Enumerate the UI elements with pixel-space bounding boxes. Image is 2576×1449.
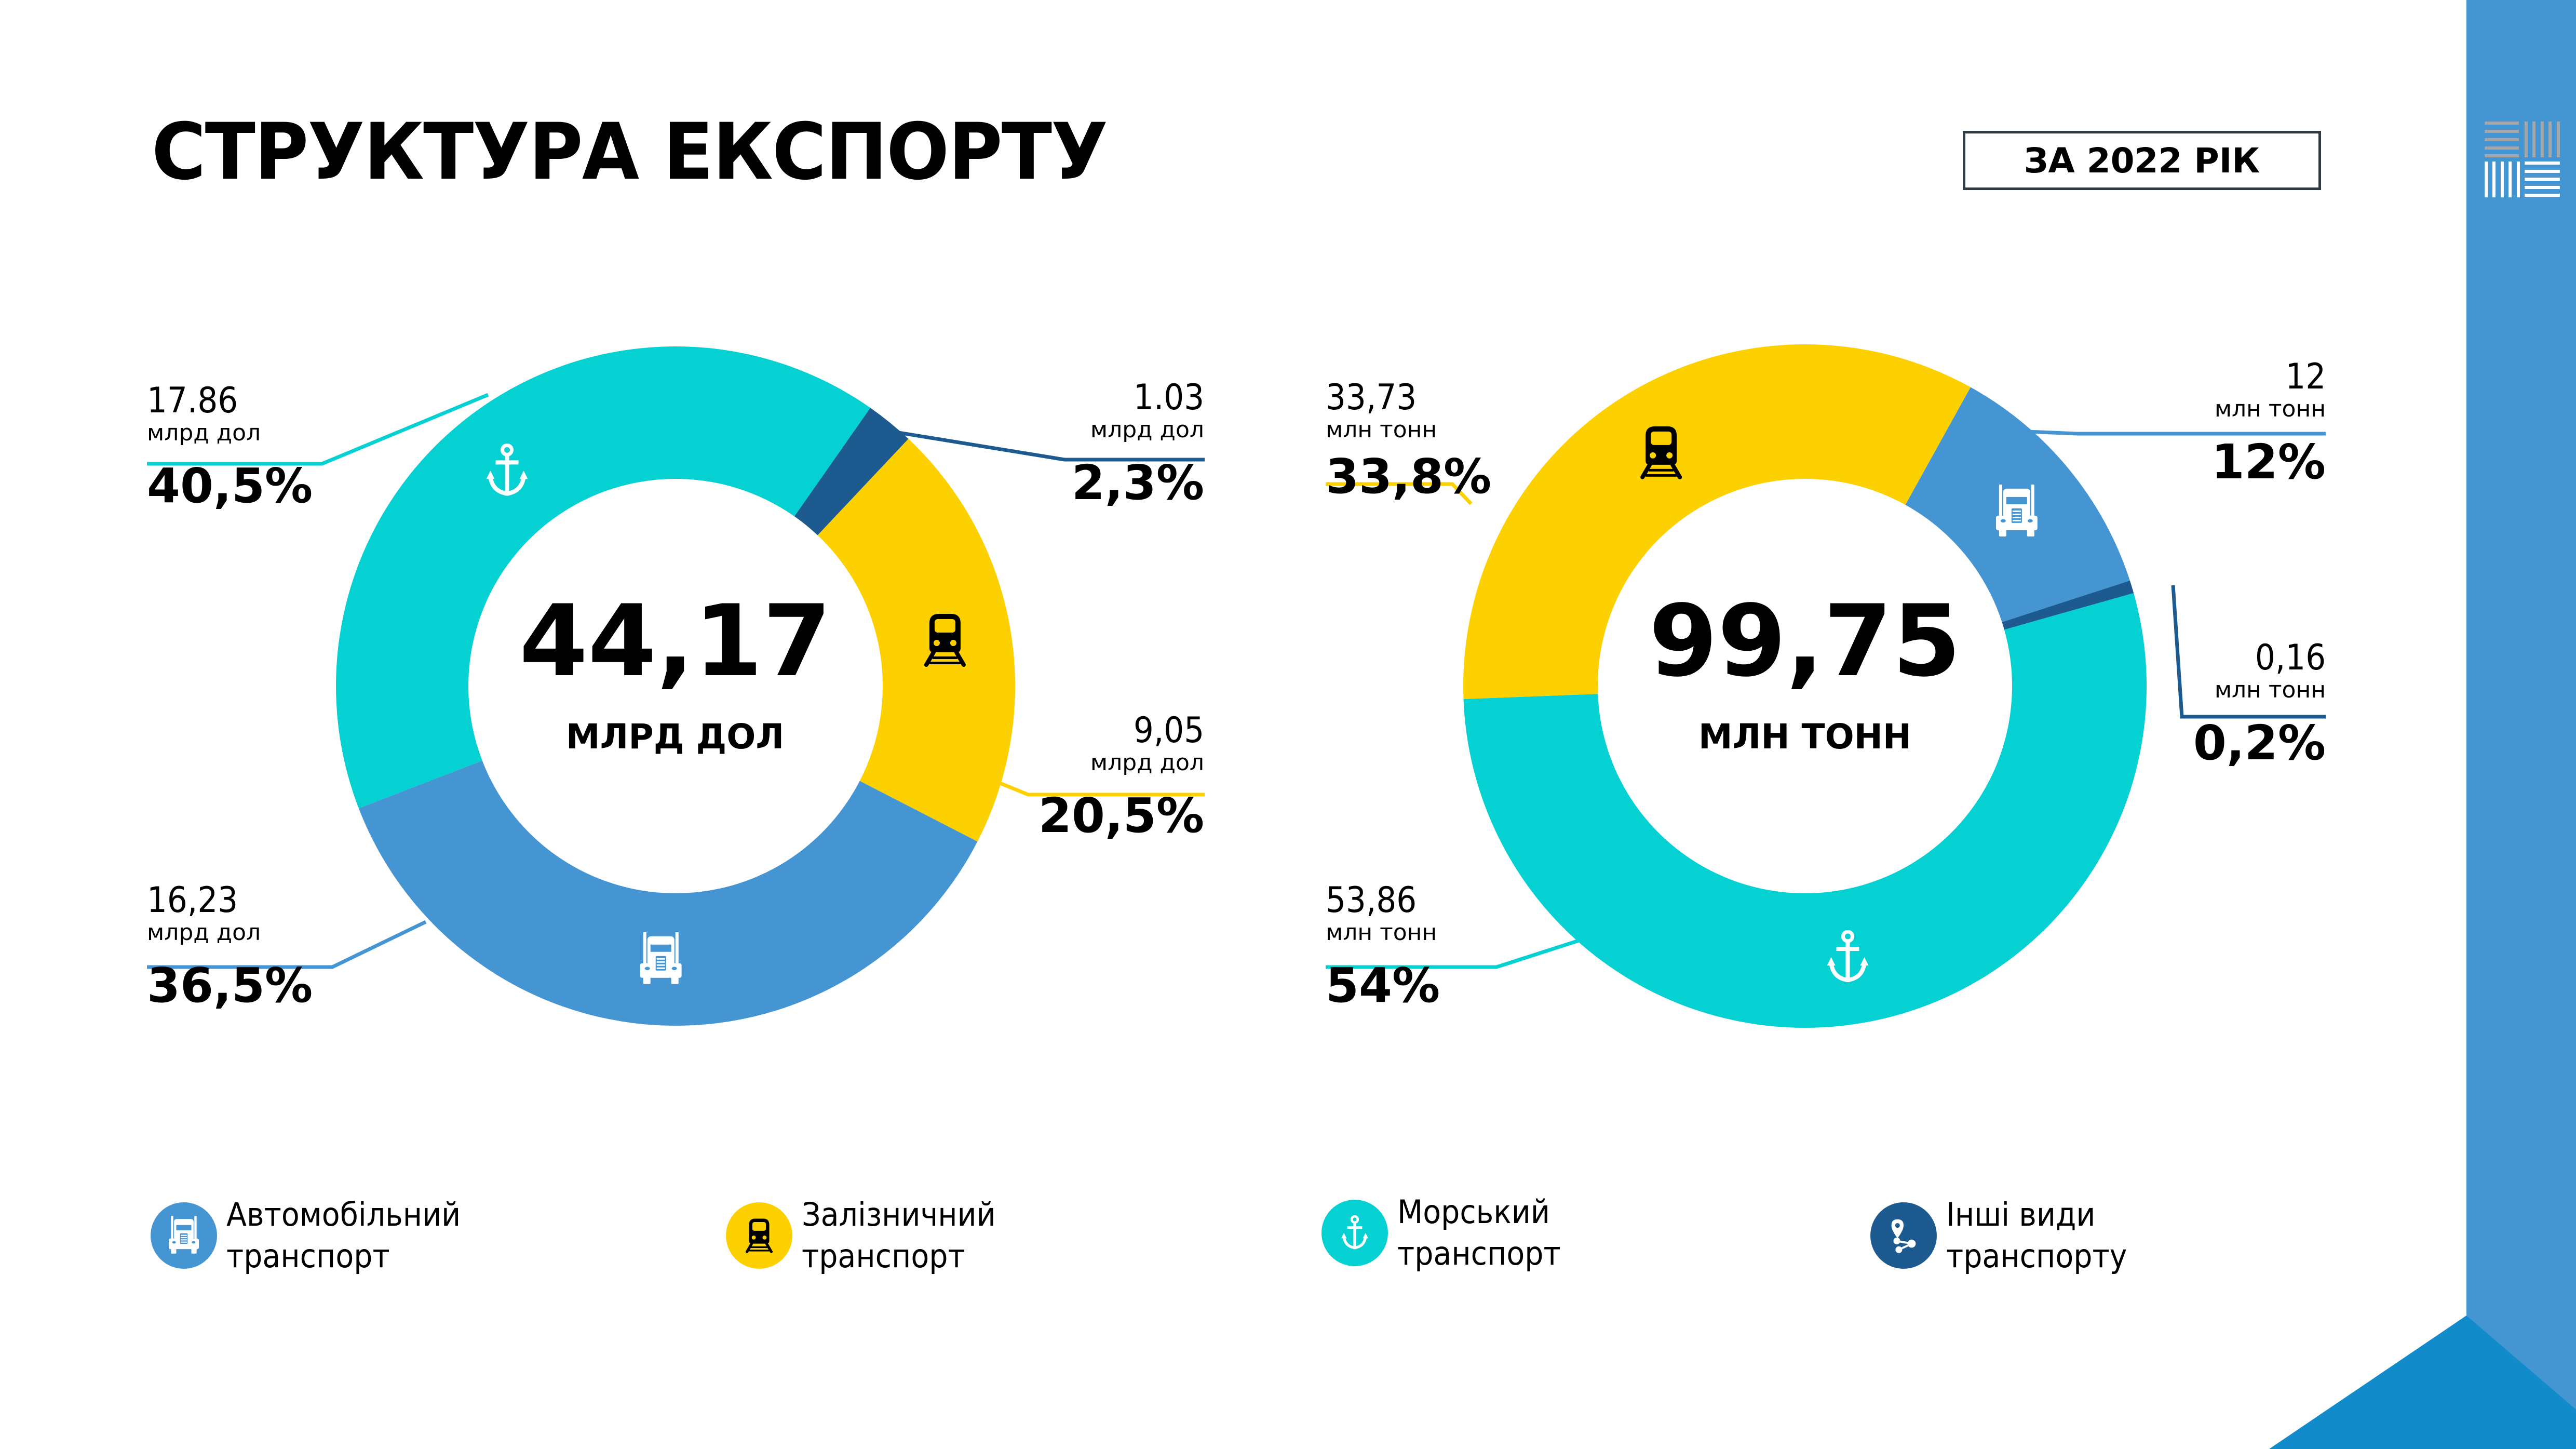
page-title: СТРУКТУРА ЕКСПОРТУ (152, 107, 1108, 197)
train-icon (926, 614, 964, 665)
unit-label: млрд дол (147, 919, 261, 946)
label-auto-tonnes: 12 млн тонн 12% (2211, 359, 2326, 486)
percent-label: 36,5% (147, 958, 313, 1013)
legend-item-other: Інші види транспорту (1870, 1196, 2143, 1277)
value-label: 33,73 (1326, 377, 1417, 418)
total-tonnes-unit: МЛН ТОНН (1698, 717, 1912, 757)
unit-label: млрд дол (1090, 417, 1204, 443)
total-usd-unit: МЛРД ДОЛ (565, 717, 785, 757)
truck-icon (1995, 484, 2038, 536)
slice-sea (336, 346, 871, 809)
anchor-icon (1321, 1200, 1388, 1266)
leader-line-auto (2014, 429, 2326, 436)
value-label: 16,23 (147, 880, 238, 921)
donut-chart-1 (147, 346, 1205, 1026)
legend-item-auto: Автомобільний транспорт (151, 1196, 481, 1277)
slice-other (794, 408, 909, 535)
total-tonnes: 99,75 (1649, 584, 1961, 699)
legend-label-line2: транспорт (802, 1237, 965, 1275)
value-label: 0,16 (2255, 637, 2326, 678)
label-other-usd: 1.03 млрд дол 2,3% (1072, 380, 1204, 507)
truck-icon (640, 932, 682, 984)
percent-label: 12% (2211, 434, 2326, 490)
label-other-tonnes: 0,16 млн тонн 0,2% (2193, 640, 2326, 767)
total-usd: 44,17 (519, 584, 831, 699)
label-rail-usd: 9,05 млрд дол 20,5% (1039, 713, 1204, 840)
legend-label: Автомобільний транспорт (226, 1194, 461, 1277)
logo-icon (2485, 122, 2560, 197)
percent-label: 40,5% (147, 458, 313, 514)
side-band (2466, 0, 2576, 1449)
unit-label: млн тонн (2214, 677, 2326, 703)
legend-label-line2: транспорту (1946, 1237, 2127, 1275)
train-icon (726, 1202, 792, 1269)
legend-label: Морський транспорт (1397, 1191, 1561, 1274)
legend-item-sea: Морський транспорт (1321, 1193, 1575, 1274)
train-icon (1642, 426, 1680, 477)
slice-rail (1463, 344, 1971, 700)
total-value-usd: 44,17 МЛРД ДОЛ (519, 592, 831, 757)
label-auto-usd: 16,23 млрд дол 36,5% (147, 883, 313, 1010)
legend-label-line1: Інші види (1946, 1196, 2096, 1233)
value-label: 53,86 (1326, 880, 1417, 921)
legend-label-line2: транспорт (226, 1237, 390, 1275)
leader-line-sea (1326, 937, 1585, 969)
period-badge: ЗА 2022 РІК (1963, 131, 2321, 190)
percent-label: 20,5% (1038, 788, 1204, 843)
truck-icon (151, 1202, 217, 1269)
unit-label: млн тонн (2214, 396, 2326, 422)
value-label: 12 (2285, 356, 2326, 397)
slice-auto (358, 760, 978, 1026)
legend-item-rail: Залізничний транспорт (726, 1196, 1013, 1277)
leader-line-other (2171, 585, 2326, 719)
percent-label: 2,3% (1071, 455, 1204, 511)
value-label: 9,05 (1133, 710, 1204, 751)
label-sea-usd: 17.86 млрд дол 40,5% (147, 383, 313, 510)
total-value-tonnes: 99,75 МЛН ТОНН (1639, 592, 1971, 757)
label-rail-tonnes: 33,73 млн тонн 33,8% (1326, 380, 1491, 501)
slice-other (2002, 580, 2134, 630)
slice-rail (817, 439, 1016, 842)
legend-label-line1: Автомобільний (226, 1196, 461, 1233)
percent-label: 33,8% (1326, 449, 1492, 504)
legend-label-line1: Залізничний (802, 1196, 996, 1233)
legend-label-line2: транспорт (1397, 1235, 1561, 1272)
donut-chart-2 (1326, 344, 2326, 1028)
leader-line-other (882, 428, 1205, 462)
percent-label: 54% (1326, 958, 1440, 1013)
leader-line-rail (1326, 482, 1473, 505)
period-label: ЗА 2022 РІК (2024, 140, 2260, 181)
unit-label: млн тонн (1326, 417, 1437, 443)
label-sea-tonnes: 53,86 млн тонн 54% (1326, 883, 1440, 1010)
percent-label: 0,2% (2193, 715, 2326, 771)
legend-label: Залізничний транспорт (802, 1194, 996, 1277)
value-label: 1.03 (1133, 377, 1204, 418)
leader-line-auto (147, 920, 427, 969)
value-label: 17.86 (147, 380, 238, 421)
legend-label-line1: Морський (1397, 1193, 1550, 1231)
leader-line-rail (970, 769, 1205, 797)
slice-sea (1463, 593, 2147, 1028)
legend-label: Інші види транспорту (1946, 1194, 2127, 1277)
unit-label: млрд дол (147, 420, 261, 446)
route-icon (1870, 1202, 1937, 1269)
leader-line-sea (147, 393, 489, 466)
unit-label: млрд дол (1090, 749, 1204, 776)
unit-label: млн тонн (1326, 919, 1437, 946)
